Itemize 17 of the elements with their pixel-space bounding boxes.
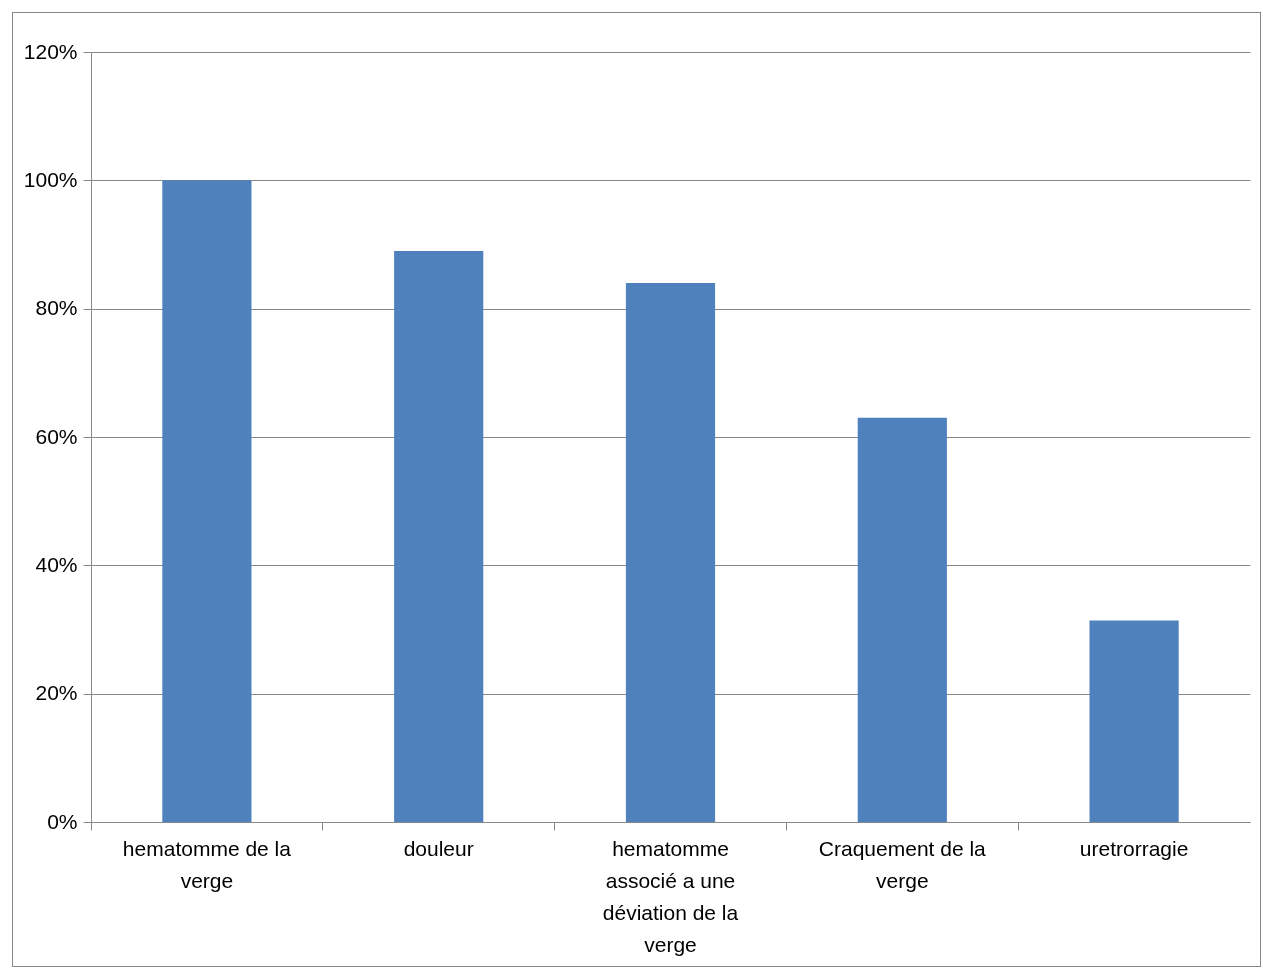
bar	[625, 283, 716, 822]
bar	[857, 417, 947, 822]
bar	[394, 250, 484, 822]
x-tick-label: Craquement de la verge	[818, 836, 987, 892]
y-tick-label: 60%	[35, 424, 78, 448]
x-tick-label: hematomme de la verge	[122, 836, 292, 892]
y-tick-label: 100%	[23, 167, 78, 191]
y-tick-label: 120%	[23, 39, 78, 63]
y-tick-label: 40%	[35, 552, 78, 576]
x-tick-label: uretrorragie	[1079, 836, 1189, 860]
y-tick-label: 20%	[35, 681, 78, 705]
bar	[1089, 620, 1179, 822]
bar	[162, 180, 252, 822]
x-tick-label: hematomme associé a une déviation de la verge	[602, 836, 739, 956]
y-tick-label: 0%	[47, 809, 78, 833]
y-tick-label: 80%	[35, 296, 78, 320]
x-tick-label: douleur	[403, 836, 474, 860]
